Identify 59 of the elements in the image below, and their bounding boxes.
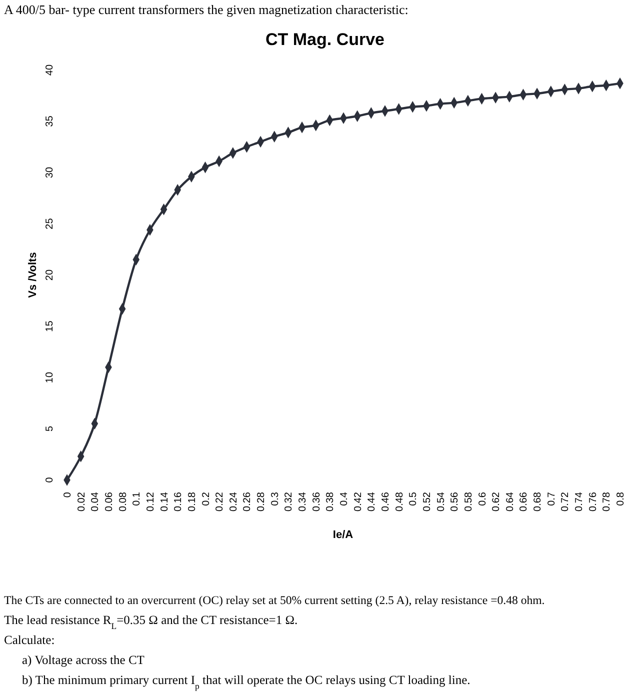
x-tick-label: 0.52 [422, 492, 433, 512]
x-tick-label: 0.64 [504, 492, 516, 512]
x-tick-label: 0.06 [104, 492, 115, 512]
y-tick-label: 40 [44, 64, 56, 76]
y-tick-label: 10 [44, 372, 56, 384]
x-tick-label: 0.7 [546, 492, 558, 506]
x-tick-label: 0.48 [394, 492, 406, 512]
x-tick-label: 0.14 [159, 492, 170, 512]
y-tick-label: 30 [44, 166, 56, 178]
x-tick-label: 0.5 [408, 492, 420, 506]
x-tick-label: 0.02 [76, 492, 88, 512]
y-tick-label: 35 [44, 115, 56, 127]
y-tick-label: 20 [44, 269, 56, 281]
x-tick-label: 0.4 [339, 492, 350, 506]
x-tick-label: 0.16 [173, 492, 184, 512]
y-tick-label: 25 [44, 218, 56, 230]
x-tick-label: 0.74 [574, 492, 586, 512]
x-axis-title: Ie/A [332, 529, 354, 541]
x-tick-label: 0.34 [298, 492, 309, 512]
chart-title: CT Mag. Curve [265, 30, 385, 49]
x-tick-label: 0.3 [270, 492, 281, 506]
text: The CTs are connected to an overcurrent (OC) relay set at 50% current setting (2.5 A), relay resistance =0.48 ohm. [4, 593, 545, 607]
x-tick-label: 0.68 [532, 492, 544, 512]
x-tick-label: 0.32 [284, 492, 295, 512]
chart-subtitle: A 400/5 bar- type current transformers the given magnetization characteristic: [4, 2, 408, 17]
x-tick-label: 0.04 [90, 492, 102, 512]
text: a) Voltage across the CT [22, 653, 145, 667]
x-tick-label: 0.12 [145, 492, 156, 512]
x-tick-label: 0.44 [366, 492, 378, 512]
x-tick-label: 0.78 [602, 492, 613, 512]
x-tick-label: 0.38 [325, 492, 336, 512]
y-tick-label: 15 [44, 320, 56, 332]
x-tick-label: 0.2 [200, 492, 212, 506]
x-tick-label: 0.54 [436, 492, 447, 512]
x-tick-label: 0.28 [256, 492, 268, 512]
text: Calculate: [4, 633, 55, 647]
y-axis-title: Vs /Volts [27, 252, 39, 298]
x-tick-label: 0.62 [491, 492, 502, 512]
x-tick-label: 0.1 [132, 492, 143, 506]
x-tick-label: 0.24 [228, 492, 240, 512]
x-tick-label: 0.08 [118, 492, 129, 512]
x-tick-label: 0.26 [242, 492, 254, 512]
text: b) The minimum primary current I$_{p}$ that will operate the OC relays using CT loading line. [22, 673, 470, 691]
text: The lead resistance R$_{L}$=0.35 Ω and the CT resistance=1 Ω. [4, 613, 298, 631]
x-tick-label: 0 [62, 492, 74, 498]
y-tick-label: 0 [44, 476, 56, 483]
x-tick-label: 0.66 [518, 492, 530, 512]
x-tick-label: 0.56 [450, 492, 461, 512]
x-tick-label: 0.72 [560, 492, 572, 512]
x-tick-label: 0.46 [380, 492, 392, 512]
x-tick-label: 0.36 [311, 492, 322, 512]
x-tick-label: 0.42 [352, 492, 364, 512]
x-tick-label: 0.8 [616, 492, 626, 506]
y-tick-label: 5 [44, 426, 56, 432]
x-tick-label: 0.76 [588, 492, 599, 512]
x-tick-label: 0.18 [186, 492, 198, 512]
x-tick-label: 0.6 [477, 492, 488, 506]
x-tick-label: 0.22 [214, 492, 226, 512]
x-tick-label: 0.58 [463, 492, 474, 512]
